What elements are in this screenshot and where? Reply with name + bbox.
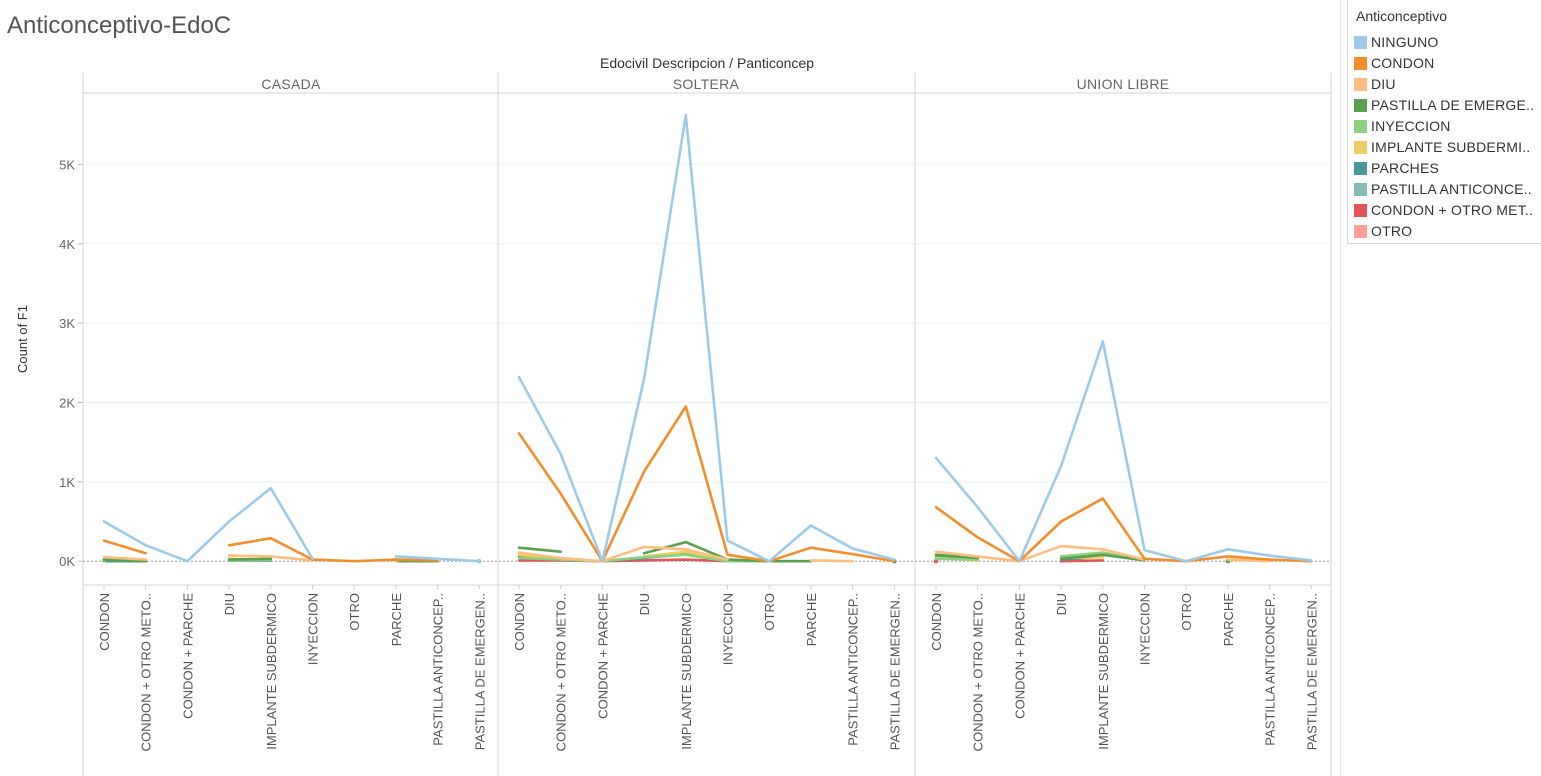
legend-item-implante-subdermi[interactable]: IMPLANTE SUBDERMI.. [1348, 137, 1541, 158]
page-title: Anticonceptivo-EdoC [7, 12, 232, 39]
series-line-diu [517, 545, 729, 563]
y-axis-title: Count of F1 [15, 305, 30, 373]
legend-label: PASTILLA DE EMERGE.. [1371, 97, 1535, 113]
x-tick-label: CONDON [512, 593, 527, 651]
legend-label: INYECCION [1371, 118, 1451, 134]
panel-label-union-libre: UNION LIBRE [1077, 76, 1170, 92]
legend-label: NINGUNO [1371, 34, 1439, 50]
x-tick-label: IMPLANTE SUBDERMICO [264, 593, 279, 750]
x-tick-label: PASTILLA DE EMERGEN.. [1304, 593, 1319, 750]
series-line-ninguno [102, 486, 314, 563]
x-tick-label: CONDON + PARCHE [180, 593, 195, 719]
x-tick-label: INYECCION [1138, 593, 1153, 665]
x-tick-label: INYECCION [306, 593, 321, 665]
x-tick-label: CONDON + PARCHE [1012, 593, 1027, 719]
series-line-condon [934, 497, 1313, 563]
legend-item-parches[interactable]: PARCHES [1348, 158, 1541, 179]
legend-swatch [1354, 183, 1367, 196]
legend-swatch [1354, 57, 1367, 70]
legend-label: DIU [1371, 76, 1396, 92]
line-chart: Edocivil Descripcion / Panticoncep Count … [15, 55, 1332, 776]
legend-label: PARCHES [1371, 160, 1440, 176]
panel-label-casada: CASADA [261, 76, 321, 92]
legend-swatch [1354, 120, 1367, 133]
x-tick-label: OTRO [347, 593, 362, 631]
legend-item-condon-otro-met[interactable]: CONDON + OTRO MET.. [1348, 200, 1541, 221]
series-line-inyeccion [934, 557, 979, 561]
y-tick-label: 2K [59, 395, 75, 410]
x-tick-label: PASTILLA ANTICONCEP.. [846, 593, 861, 746]
legend-label: OTRO [1371, 223, 1413, 239]
series-line-diu [102, 555, 147, 561]
series-line-condon [102, 539, 147, 555]
series-line-pastilla-de-emerge [517, 546, 562, 553]
legend-item-pastilla-anticonce[interactable]: PASTILLA ANTICONCE.. [1348, 179, 1541, 200]
legend-swatch [1354, 99, 1367, 112]
x-tick-label: CONDON [97, 593, 112, 651]
series-line-pastilla-de-emerge [1059, 553, 1146, 562]
x-tick-label: CONDON + OTRO METO.. [971, 593, 986, 751]
legend-swatch [1354, 204, 1367, 217]
y-tick-label: 0K [59, 554, 75, 569]
x-tick-label: OTRO [762, 593, 777, 631]
legend-item-condon[interactable]: CONDON [1348, 53, 1541, 74]
y-tick-label: 5K [59, 157, 75, 172]
series-line-diu [934, 544, 1146, 563]
legend-swatch [1354, 162, 1367, 175]
legend-item-inyeccion[interactable]: INYECCION [1348, 116, 1541, 137]
x-tick-label: PASTILLA ANTICONCEP.. [431, 593, 446, 746]
x-tick-label: IMPLANTE SUBDERMICO [1096, 593, 1111, 750]
series-line-condon [227, 536, 439, 563]
legend-item-ninguno[interactable]: NINGUNO [1348, 32, 1541, 53]
series-line-condon [517, 405, 896, 563]
y-tick-label: 1K [59, 475, 75, 490]
legend: Anticonceptivo NINGUNO CONDON DIU PASTILLA … [1347, 0, 1541, 244]
x-tick-label: PASTILLA ANTICONCEP.. [1263, 593, 1278, 746]
x-tick-label: CONDON [929, 593, 944, 651]
x-tick-label: CONDON + PARCHE [595, 593, 610, 719]
legend-label: IMPLANTE SUBDERMI.. [1371, 139, 1531, 155]
series-line-condon-otro-met [1059, 559, 1105, 563]
x-tick-label: PARCHE [389, 593, 404, 647]
series-line-pastilla-de-emerge [227, 557, 273, 561]
legend-item-pastilla-de-emerge[interactable]: PASTILLA DE EMERGE.. [1348, 95, 1541, 116]
series-line-diu [1226, 558, 1271, 563]
legend-pane-divider [1340, 0, 1341, 776]
legend-item-otro[interactable]: OTRO [1348, 221, 1541, 242]
x-tick-label: PASTILLA DE EMERGEN.. [887, 593, 902, 750]
series-line-pastilla-de-emerge [934, 553, 979, 560]
series-line-diu [227, 554, 314, 562]
x-tick-label: INYECCION [721, 593, 736, 665]
legend-item-diu[interactable]: DIU [1348, 74, 1541, 95]
series-line-diu [809, 559, 854, 563]
y-tick-label: 4K [59, 237, 75, 252]
legend-swatch [1354, 141, 1367, 154]
series-line-pastilla-de-emerge [102, 558, 147, 563]
legend-swatch [1354, 225, 1367, 238]
x-tick-label: IMPLANTE SUBDERMICO [679, 593, 694, 750]
x-tick-label: CONDON + OTRO METO.. [139, 593, 154, 751]
x-tick-label: OTRO [1179, 593, 1194, 631]
series-line-ninguno [517, 113, 896, 563]
column-header-title: Edocivil Descripcion / Panticoncep [600, 55, 814, 71]
x-tick-label: DIU [637, 593, 652, 615]
x-tick-label: PASTILLA DE EMERGEN.. [472, 593, 487, 750]
series-line-ninguno [934, 340, 1313, 563]
x-tick-label: DIU [222, 593, 237, 615]
x-tick-label: DIU [1054, 593, 1069, 615]
legend-label: CONDON [1371, 55, 1435, 71]
x-tick-label: PARCHE [804, 593, 819, 647]
legend-swatch [1354, 78, 1367, 91]
legend-label: PASTILLA ANTICONCE.. [1371, 181, 1532, 197]
legend-title: Anticonceptivo [1356, 8, 1448, 24]
legend-label: CONDON + OTRO MET.. [1371, 202, 1534, 218]
y-tick-label: 3K [59, 316, 75, 331]
series-line-ninguno [394, 555, 481, 563]
x-tick-label: PARCHE [1221, 593, 1236, 647]
panel-label-soltera: SOLTERA [673, 76, 740, 92]
x-tick-label: CONDON + OTRO METO.. [554, 593, 569, 751]
legend-items: NINGUNO CONDON DIU PASTILLA DE EMERGE.. INYE… [1348, 32, 1541, 242]
legend-swatch [1354, 36, 1367, 49]
